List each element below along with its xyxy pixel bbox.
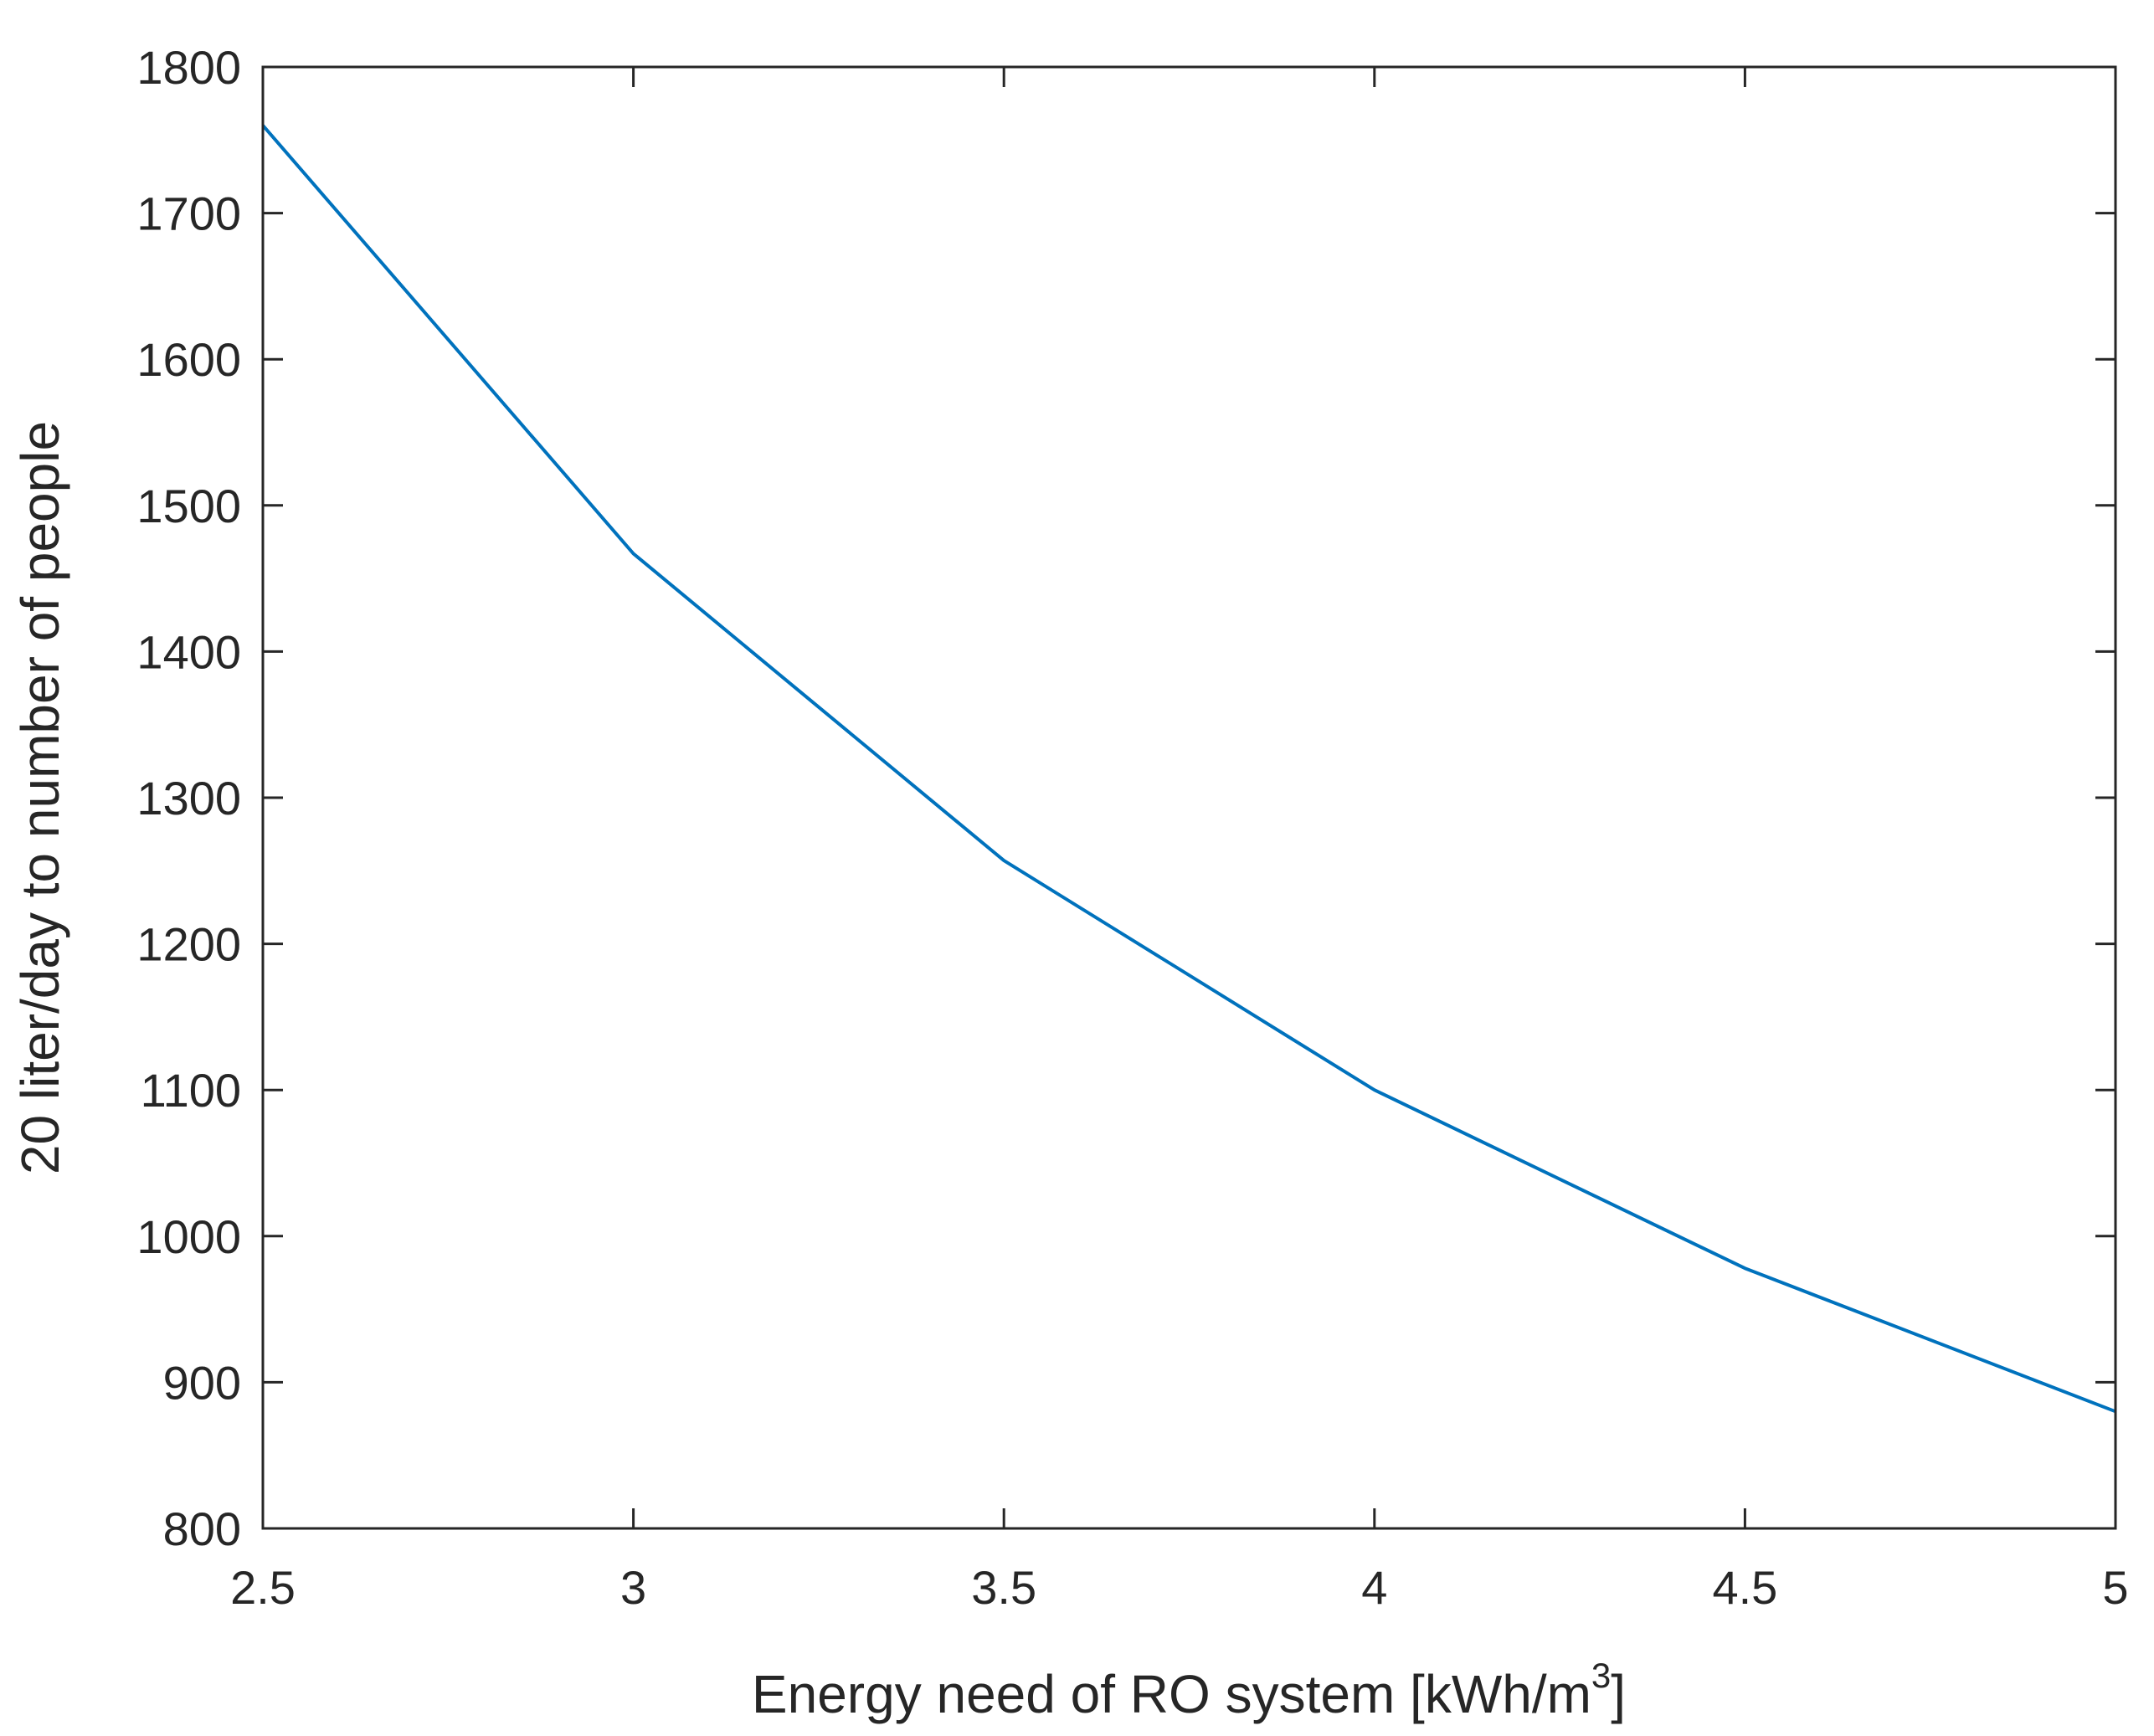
y-tick-label: 1000 [136,1210,241,1263]
y-tick-label: 1200 [136,918,241,971]
x-tick-label: 4.5 [1712,1561,1777,1614]
y-tick-label: 1100 [141,1064,241,1117]
y-tick-label: 1600 [136,333,241,386]
y-tick-label: 1300 [136,772,241,824]
y-axis-title: 20 liter/day to number of people [10,421,70,1174]
axes-box [261,65,2117,1530]
x-tick-label: 2.5 [230,1561,296,1614]
y-tick-label: 800 [163,1502,241,1555]
y-tick-label: 1700 [136,187,241,240]
axis-tick-labels: 2.5 3 3.5 4 4.5 5 800 900 1000 1100 1200 1300 1400 15… [136,41,2128,1614]
y-tick-label: 1800 [136,41,241,94]
x-axis-title: Energy need of RO system [kWh/m3] [752,1656,1626,1724]
x-tick-label: 3 [620,1561,646,1614]
plot-area [263,67,2115,1528]
x-tick-label: 3.5 [971,1561,1036,1614]
x-tick-label: 5 [2102,1561,2128,1614]
y-tick-label: 1400 [136,625,241,678]
y-tick-label: 900 [163,1356,241,1409]
x-tick-label: 4 [1361,1561,1387,1614]
series-line [261,124,2116,1414]
y-tick-label: 1500 [136,480,241,532]
